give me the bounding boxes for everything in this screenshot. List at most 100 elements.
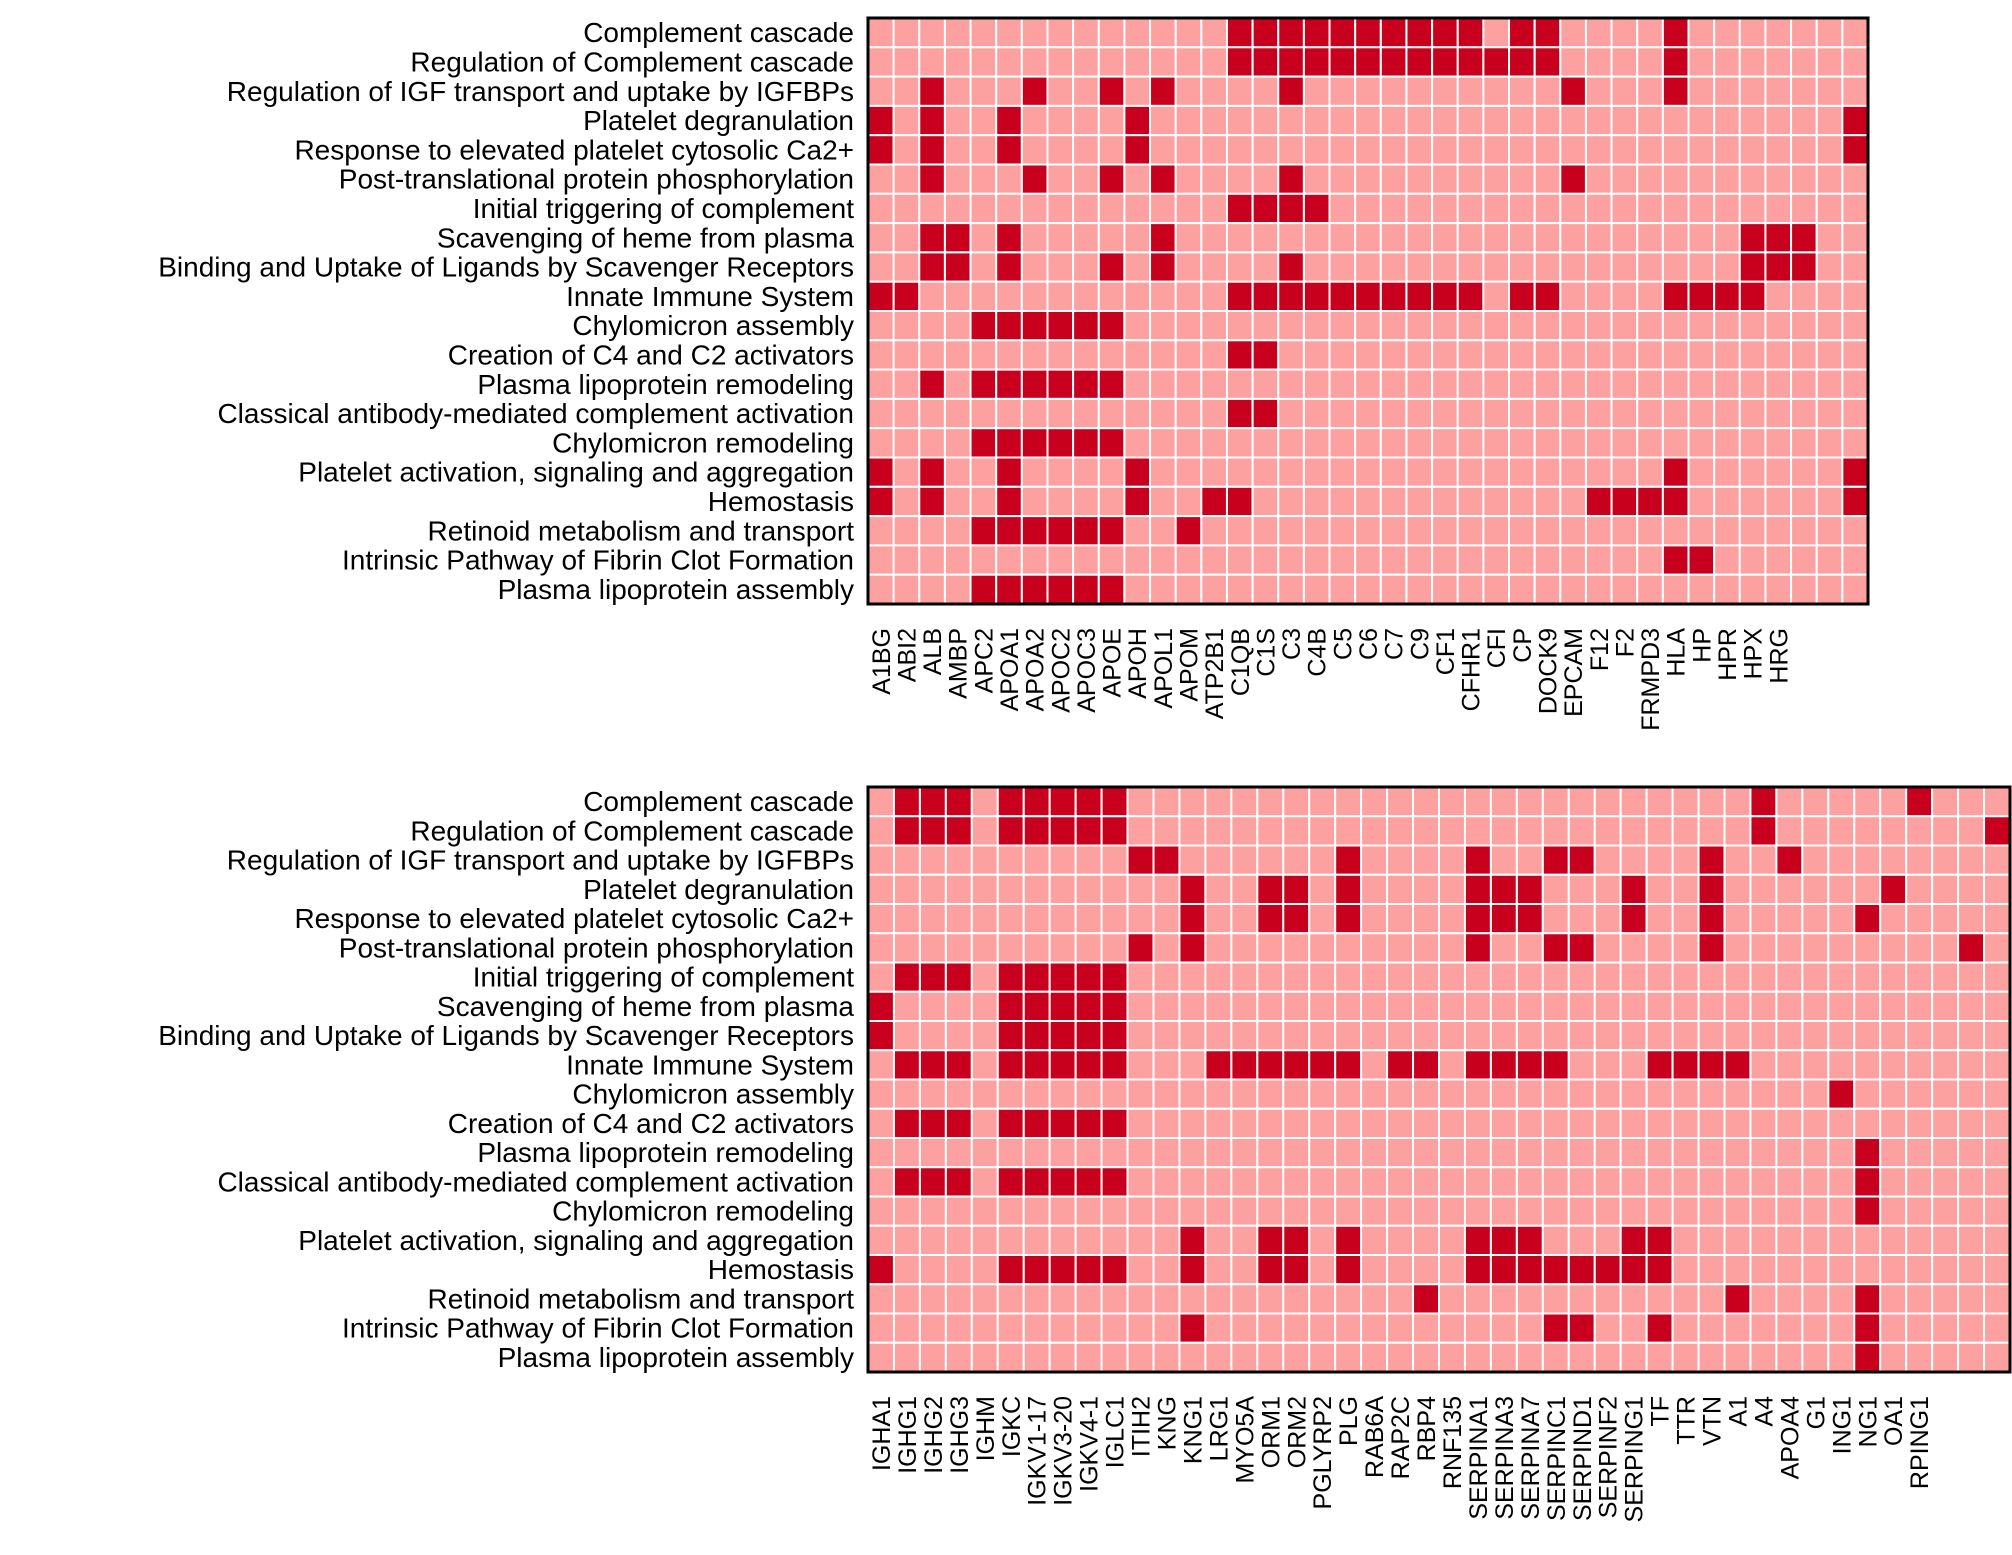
heatmap-cell <box>1593 1312 1622 1344</box>
heatmap-cell <box>1149 134 1177 166</box>
heatmap-cell <box>867 1107 895 1139</box>
heatmap-cell <box>943 573 972 606</box>
heatmap-cell <box>1815 397 1844 430</box>
heatmap-cell <box>1584 339 1613 371</box>
heatmap-cell <box>1671 1166 1700 1198</box>
heatmap-cell <box>1251 75 1280 107</box>
heatmap-cell <box>1508 515 1536 547</box>
heatmap-cell <box>1610 163 1639 195</box>
column-label: SERPINC1 <box>1543 1396 1571 1521</box>
heatmap-cell <box>1853 1049 1882 1081</box>
heatmap-cell <box>1853 961 1882 993</box>
heatmap-cell <box>1815 515 1844 547</box>
heatmap-cell <box>867 251 895 283</box>
heatmap-cell <box>1879 1224 1908 1256</box>
heatmap-cell <box>1905 1137 1934 1169</box>
heatmap-cell <box>1841 17 1869 49</box>
heatmap-cell <box>1559 427 1587 459</box>
heatmap-cell <box>1431 310 1459 342</box>
heatmap-cell <box>1277 544 1305 576</box>
heatmap-cell <box>1123 397 1152 430</box>
column-label: HLA <box>1663 628 1691 677</box>
heatmap-cell <box>1178 844 1207 876</box>
heatmap-cell <box>1533 573 1562 606</box>
row-label: Platelet activation, signaling and aggre… <box>298 1225 854 1256</box>
row-label: Retinoid metabolism and transport <box>428 515 855 546</box>
heatmap-cell-active <box>996 961 1025 993</box>
heatmap-cell-active <box>1713 280 1741 313</box>
heatmap-cell-active <box>1251 397 1280 430</box>
heatmap-cell <box>1412 1107 1441 1139</box>
heatmap-cell <box>1489 1078 1518 1110</box>
heatmap-cell <box>1764 104 1793 137</box>
heatmap-cell-active <box>1100 990 1129 1022</box>
column-label: HP <box>1688 628 1716 663</box>
heatmap-cell <box>1360 932 1389 964</box>
heatmap-cell <box>1256 1166 1285 1198</box>
heatmap-cell-active <box>1046 368 1075 400</box>
heatmap-cell <box>1328 544 1357 576</box>
heatmap-cell <box>1931 1078 1960 1110</box>
heatmap-cell-active <box>1074 990 1103 1022</box>
heatmap-cell <box>1541 1078 1570 1110</box>
heatmap-cell-active <box>1126 932 1155 964</box>
heatmap-cell <box>1801 932 1830 964</box>
heatmap-cell <box>1687 163 1716 195</box>
heatmap-cell <box>1048 1341 1077 1373</box>
heatmap-cell <box>1152 1312 1181 1344</box>
column-label: HPX <box>1740 628 1768 680</box>
heatmap-cell <box>1619 1078 1648 1110</box>
heatmap-cell <box>1046 163 1075 195</box>
heatmap-cell <box>1983 786 2012 818</box>
heatmap-cell <box>1879 903 1908 935</box>
heatmap-cell-active <box>1567 932 1596 964</box>
heatmap-cell <box>1048 1283 1077 1315</box>
heatmap-cell <box>1593 1107 1622 1139</box>
heatmap-cell <box>1879 815 1908 847</box>
heatmap-cell <box>1431 485 1459 518</box>
heatmap-cell-active <box>1100 1049 1129 1081</box>
heatmap-cell <box>1328 456 1357 488</box>
heatmap-cell <box>1354 397 1382 430</box>
heatmap-cell <box>1097 339 1126 371</box>
heatmap-cell <box>1482 544 1511 576</box>
heatmap-cell <box>1841 515 1869 547</box>
heatmap-cell <box>1438 932 1466 964</box>
heatmap-cell <box>1072 397 1100 430</box>
heatmap-cell-active <box>1567 1312 1596 1344</box>
heatmap-cell-active <box>1074 1166 1103 1198</box>
heatmap-cell <box>1645 1078 1674 1110</box>
heatmap-cell <box>1905 903 1934 935</box>
heatmap-cell <box>1174 192 1203 225</box>
heatmap-cell <box>1152 1195 1181 1227</box>
heatmap-cell <box>1489 932 1518 964</box>
row-label: Platelet degranulation <box>583 874 854 905</box>
heatmap-cells <box>867 786 2012 1373</box>
heatmap-cell <box>867 192 895 225</box>
heatmap-cell <box>1749 1137 1778 1169</box>
heatmap-cell <box>1841 397 1869 430</box>
heatmap-cell-active <box>1097 310 1126 342</box>
heatmap-cell <box>1100 1137 1129 1169</box>
heatmap-cell-active <box>1334 844 1363 876</box>
row-label: Creation of C4 and C2 activators <box>448 1108 854 1139</box>
heatmap-cell-active <box>1225 485 1254 518</box>
heatmap-cell <box>1200 280 1228 313</box>
heatmap-cell <box>1097 46 1126 78</box>
heatmap-cell <box>1645 1107 1674 1139</box>
row-label: Regulation of IGF transport and uptake b… <box>227 845 854 876</box>
heatmap-cell <box>1738 75 1767 107</box>
heatmap-cell <box>1256 1195 1285 1227</box>
heatmap-cell <box>1559 485 1587 518</box>
heatmap-cell <box>1827 1195 1856 1227</box>
heatmap-cell <box>1178 1020 1207 1052</box>
heatmap-cell <box>1302 397 1331 430</box>
heatmap-cell <box>1567 786 1596 818</box>
heatmap-cell <box>1225 251 1254 283</box>
heatmap-cell <box>943 310 972 342</box>
heatmap-cell <box>1149 280 1177 313</box>
heatmap-cell <box>1463 1137 1492 1169</box>
heatmap-cell <box>1593 1341 1622 1373</box>
heatmap-cell-active <box>1412 1049 1441 1081</box>
